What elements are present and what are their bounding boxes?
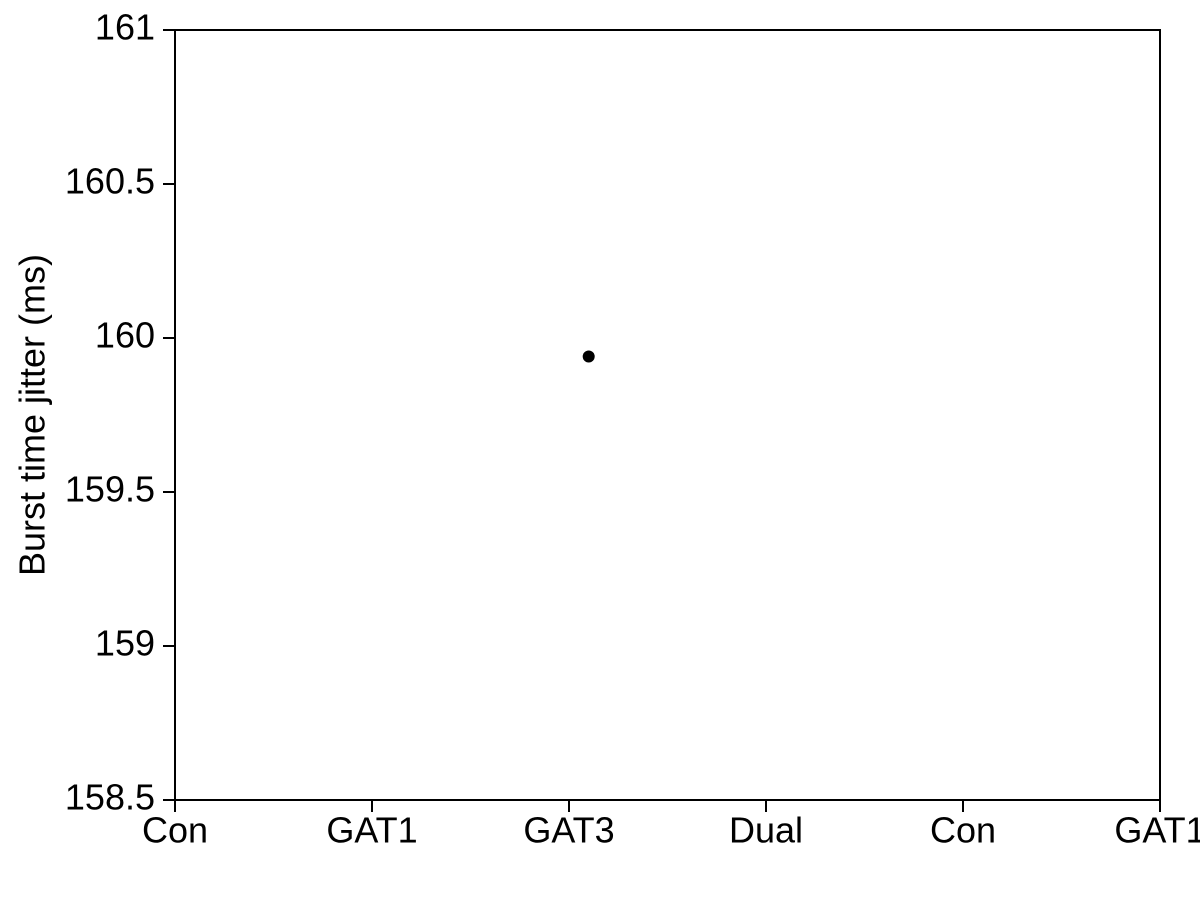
y-tick-label: 160 [95,315,155,356]
x-tick-label: Dual [729,809,803,850]
x-tick-label: GAT3 [523,809,614,850]
y-axis-label: Burst time jitter (ms) [12,254,53,576]
y-tick-label: 161 [95,7,155,48]
x-tick-label: GAT1 [1114,809,1200,850]
y-tick-label: 159.5 [65,469,155,510]
y-tick-label: 160.5 [65,161,155,202]
x-tick-label: GAT1 [326,809,417,850]
x-tick-label: Con [142,809,208,850]
x-tick-label: Con [930,809,996,850]
burst-time-jitter-chart: 158.5159159.5160160.5161ConGAT1GAT3DualC… [0,0,1200,900]
y-tick-label: 159 [95,623,155,664]
data-point [583,350,595,362]
